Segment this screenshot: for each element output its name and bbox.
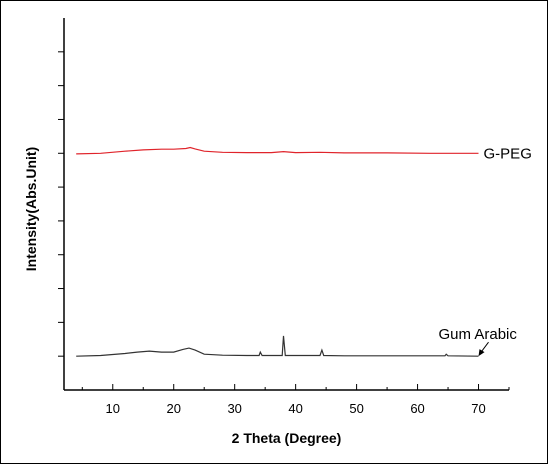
x-tick-label: 20 <box>166 401 180 416</box>
series-line-g-peg <box>76 146 479 155</box>
annotation-arrowhead <box>478 349 485 357</box>
x-tick-label: 70 <box>471 401 485 416</box>
x-tick-label: 30 <box>227 401 241 416</box>
y-axis-title: Intensity(Abs.Unit) <box>23 147 39 271</box>
x-tick-label: 10 <box>106 401 120 416</box>
series-line-gum-arabic <box>76 335 479 357</box>
series-label-g-peg: G-PEG <box>484 145 532 162</box>
x-axis-title: 2 Theta (Degree) <box>232 430 342 446</box>
series-layer <box>76 146 489 357</box>
x-tick-label: 60 <box>410 401 424 416</box>
x-tick-label: 40 <box>288 401 302 416</box>
axes: 10 20 30 40 50 60 70 <box>58 18 510 416</box>
x-tick-label: 50 <box>349 401 363 416</box>
annotation-gum-arabic: Gum Arabic <box>439 326 518 343</box>
